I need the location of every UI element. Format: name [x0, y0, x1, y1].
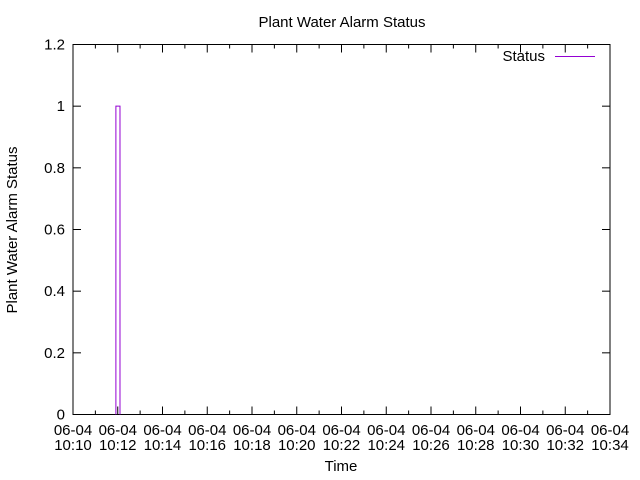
x-tick-label: 06-04 10:18: [233, 422, 271, 454]
x-tick-label: 06-04 10:20: [278, 422, 316, 454]
y-tick-label: 1: [57, 98, 65, 115]
y-tick-label: 0: [57, 407, 65, 424]
chart-title: Plant Water Alarm Status: [258, 14, 425, 31]
y-tick-labels: 0 0.2 0.4 0.6 0.8 1 1.2: [44, 37, 65, 424]
x-tick-label: 06-04 10:16: [188, 422, 226, 454]
x-axis-label: Time: [325, 458, 358, 475]
x-tick-label: 06-04 10:34: [591, 422, 629, 454]
x-tick-label: 06-04 10:14: [143, 422, 181, 454]
y-tick-label: 0.2: [44, 345, 65, 362]
x-tick-label: 06-04 10:22: [322, 422, 360, 454]
x-tick-label: 06-04 10:10: [54, 422, 92, 454]
x-tick-label: 06-04 10:32: [546, 422, 584, 454]
x-tick-label: 06-04 10:26: [412, 422, 450, 454]
y-tick-label: 1.2: [44, 37, 65, 54]
legend: Status: [502, 48, 595, 65]
x-tick-label: 06-04 10:30: [501, 422, 539, 454]
plot-frame: [72, 44, 611, 415]
x-tick-label: 06-04 10:12: [99, 422, 137, 454]
x-tick-label: 06-04 10:24: [367, 422, 405, 454]
y-tick-label: 0.8: [44, 160, 65, 177]
legend-label-status: Status: [502, 48, 545, 65]
x-tick-label: 06-04 10:28: [457, 422, 495, 454]
series-layer: [115, 105, 121, 415]
tick-marks: [72, 44, 611, 415]
y-tick-label: 0.6: [44, 222, 65, 239]
y-tick-label: 0.4: [44, 283, 65, 300]
y-axis-label: Plant Water Alarm Status: [4, 146, 21, 313]
series-line-status: [115, 105, 121, 415]
